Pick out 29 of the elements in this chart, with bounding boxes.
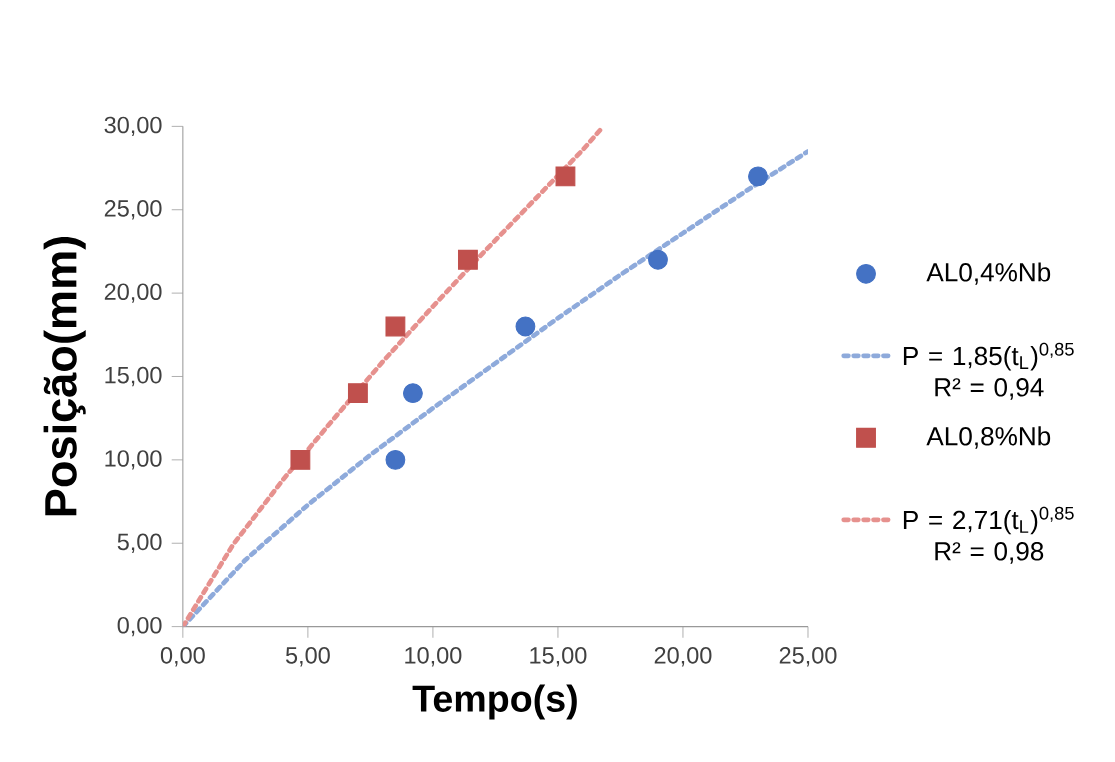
- point: [290, 450, 311, 470]
- x-axis-title: Tempo(s): [412, 684, 577, 720]
- x-tick-label: 10,00: [405, 647, 462, 667]
- y-tick-label: 30,00: [104, 116, 162, 137]
- point: [385, 450, 406, 470]
- point: [555, 166, 576, 187]
- y-tick-label: 25,00: [104, 200, 162, 220]
- y-axis-title: Posição(mm): [43, 237, 86, 516]
- x-tick-label: 15,00: [530, 647, 587, 667]
- point: [748, 166, 768, 187]
- point: [515, 316, 536, 337]
- y-tick-label: 20,00: [104, 283, 162, 303]
- y-tick-label: 0,00: [117, 616, 162, 637]
- point: [385, 316, 406, 337]
- x-tick-label: 20,00: [654, 647, 712, 667]
- point: [648, 249, 668, 270]
- y-tick-label: 5,00: [117, 533, 162, 553]
- point: [402, 383, 423, 404]
- legend-label: P = 1,85(t$_{L}$)$^{0,85}$ R² = 0,94: [903, 342, 1074, 400]
- legend-label: P = 2,71(t$_{L}$)$^{0,85}$ R² = 0,98: [903, 506, 1074, 564]
- point: [457, 249, 478, 270]
- y-tick-label: 15,00: [105, 366, 162, 387]
- legend-label: AL0,4%Nb: [926, 262, 1051, 285]
- legend-label: AL0,8%Nb: [926, 426, 1051, 449]
- x-tick-label: 0,00: [160, 647, 205, 667]
- point: [347, 383, 368, 404]
- x-tick-label: 25,00: [779, 647, 837, 667]
- x-tick-label: 5,00: [285, 647, 330, 667]
- y-tick-label: 10,00: [105, 450, 162, 470]
